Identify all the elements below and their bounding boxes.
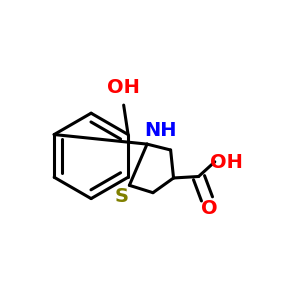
Text: O: O [201,200,217,218]
Text: S: S [114,187,128,206]
Text: OH: OH [209,153,242,172]
Text: NH: NH [144,122,177,140]
Text: OH: OH [107,78,140,97]
